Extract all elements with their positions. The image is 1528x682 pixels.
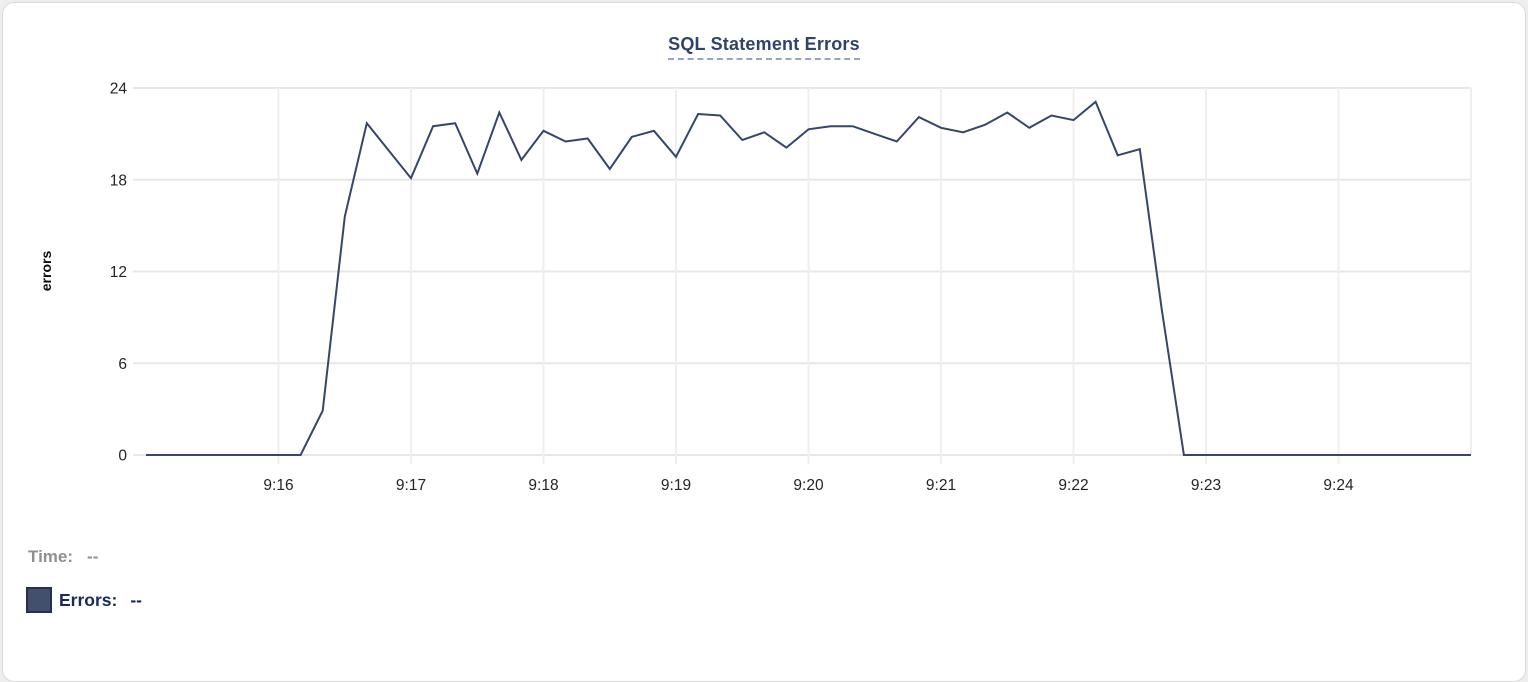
x-tick-label: 9:18	[528, 477, 558, 494]
errors-label: Errors:	[59, 589, 118, 610]
x-tick-label: 9:24	[1323, 477, 1354, 494]
x-tick-label: 9:21	[926, 477, 956, 494]
errors-chart-canvas[interactable]: 0 6 12 18 24 9:16 9:17 9:18 9:19 9:20 9:21 9:22 9:23…	[3, 3, 1528, 523]
y-tick-label: 24	[110, 81, 128, 98]
x-tick-label: 9:19	[661, 477, 691, 494]
x-tick-label: 9:20	[793, 477, 824, 494]
y-tick-label: 0	[118, 448, 127, 465]
legend-item-errors[interactable]: Errors: --	[26, 587, 142, 613]
chart-title-container: SQL Statement Errors	[3, 34, 1525, 60]
y-tick-label: 18	[110, 172, 127, 189]
x-tick-label: 9:23	[1191, 477, 1221, 494]
chart-title[interactable]: SQL Statement Errors	[668, 34, 860, 60]
x-tick-label: 9:16	[263, 477, 293, 494]
y-axis-title: errors	[38, 251, 54, 292]
y-tick-label: 12	[110, 264, 127, 281]
errors-series-swatch	[26, 587, 52, 613]
tooltip-time-readout: Time: --	[28, 545, 98, 569]
errors-value: --	[130, 589, 143, 610]
time-label: Time:	[28, 547, 74, 566]
errors-line-series	[146, 100, 1471, 456]
y-tick-label: 6	[118, 356, 127, 373]
time-value: --	[87, 547, 99, 566]
x-tick-label: 9:17	[396, 477, 426, 494]
x-tick-label: 9:22	[1058, 477, 1088, 494]
